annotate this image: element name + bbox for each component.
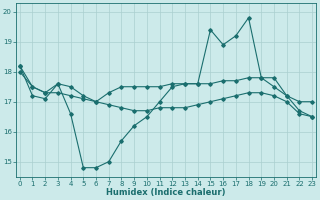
X-axis label: Humidex (Indice chaleur): Humidex (Indice chaleur) [106, 188, 226, 197]
